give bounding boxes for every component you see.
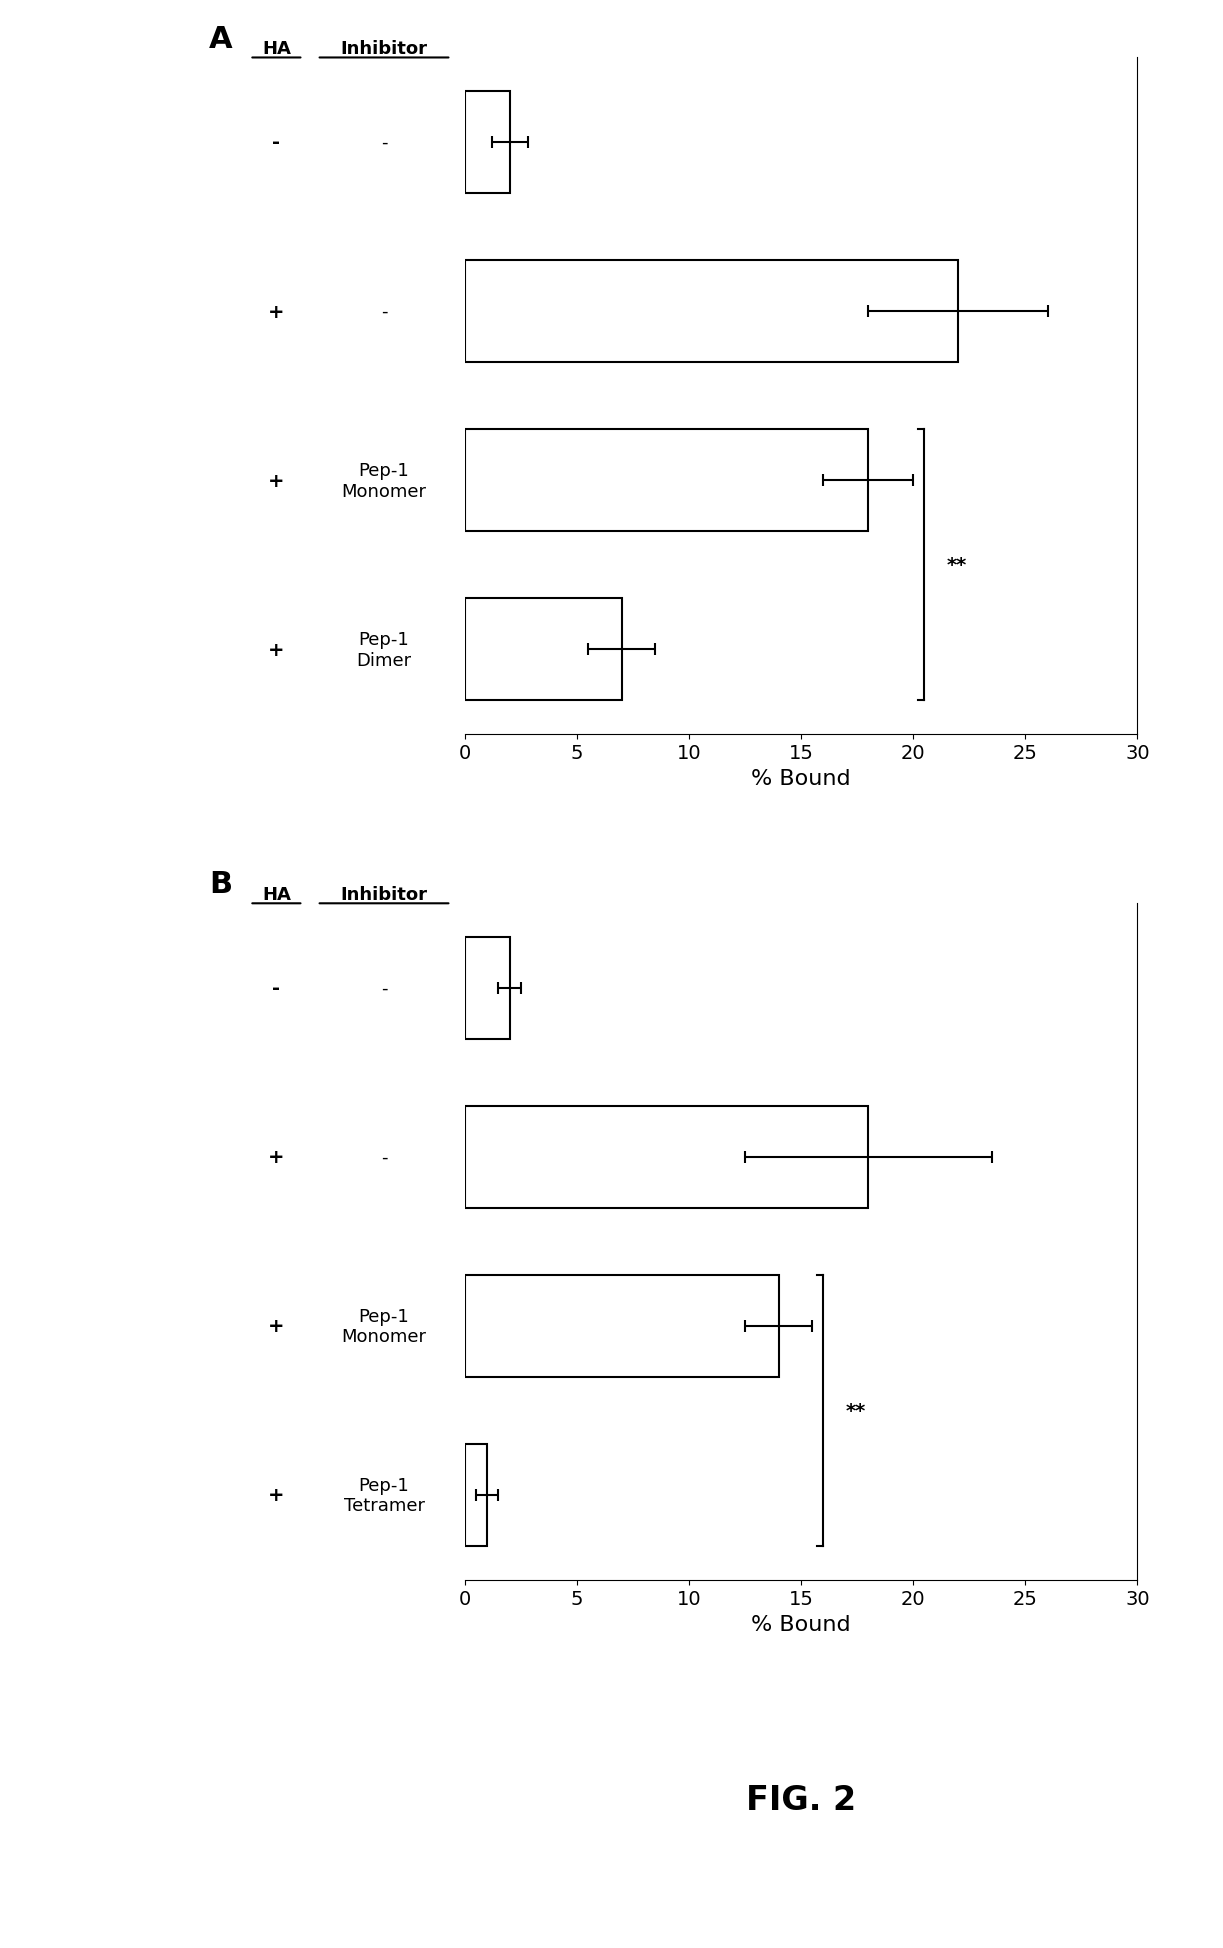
Text: Inhibitor: Inhibitor (340, 886, 428, 904)
Bar (465, 261, 958, 362)
Text: Pep-1
Monomer: Pep-1 Monomer (341, 462, 427, 501)
Text: +: + (268, 1486, 285, 1504)
Text: +: + (268, 1147, 285, 1167)
Text: Inhibitor: Inhibitor (340, 41, 428, 58)
Text: Pep-1
Monomer: Pep-1 Monomer (341, 1307, 427, 1346)
Text: -: - (273, 132, 280, 152)
Bar (465, 431, 868, 532)
Bar (465, 1445, 487, 1547)
Text: -: - (380, 134, 388, 152)
Bar (465, 600, 621, 701)
X-axis label: % Bound: % Bound (751, 769, 851, 789)
Text: -: - (273, 978, 280, 997)
Text: +: + (268, 302, 285, 321)
Bar (465, 937, 510, 1038)
Text: +: + (268, 1317, 285, 1336)
Text: -: - (380, 1147, 388, 1167)
Text: A: A (209, 25, 232, 55)
Text: Pep-1
Tetramer: Pep-1 Tetramer (344, 1477, 424, 1516)
Text: +: + (268, 641, 285, 658)
Bar (465, 1276, 779, 1377)
X-axis label: % Bound: % Bound (751, 1615, 851, 1634)
Text: HA: HA (262, 41, 291, 58)
Text: FIG. 2: FIG. 2 (746, 1784, 856, 1816)
Text: HA: HA (262, 886, 291, 904)
Text: -: - (380, 302, 388, 321)
Text: B: B (209, 871, 232, 900)
Text: -: - (380, 980, 388, 997)
Text: **: ** (947, 555, 967, 575)
Bar (465, 1106, 868, 1208)
Text: **: ** (846, 1401, 866, 1420)
Text: +: + (268, 471, 285, 491)
Text: Pep-1
Dimer: Pep-1 Dimer (356, 631, 412, 670)
Bar (465, 92, 510, 193)
